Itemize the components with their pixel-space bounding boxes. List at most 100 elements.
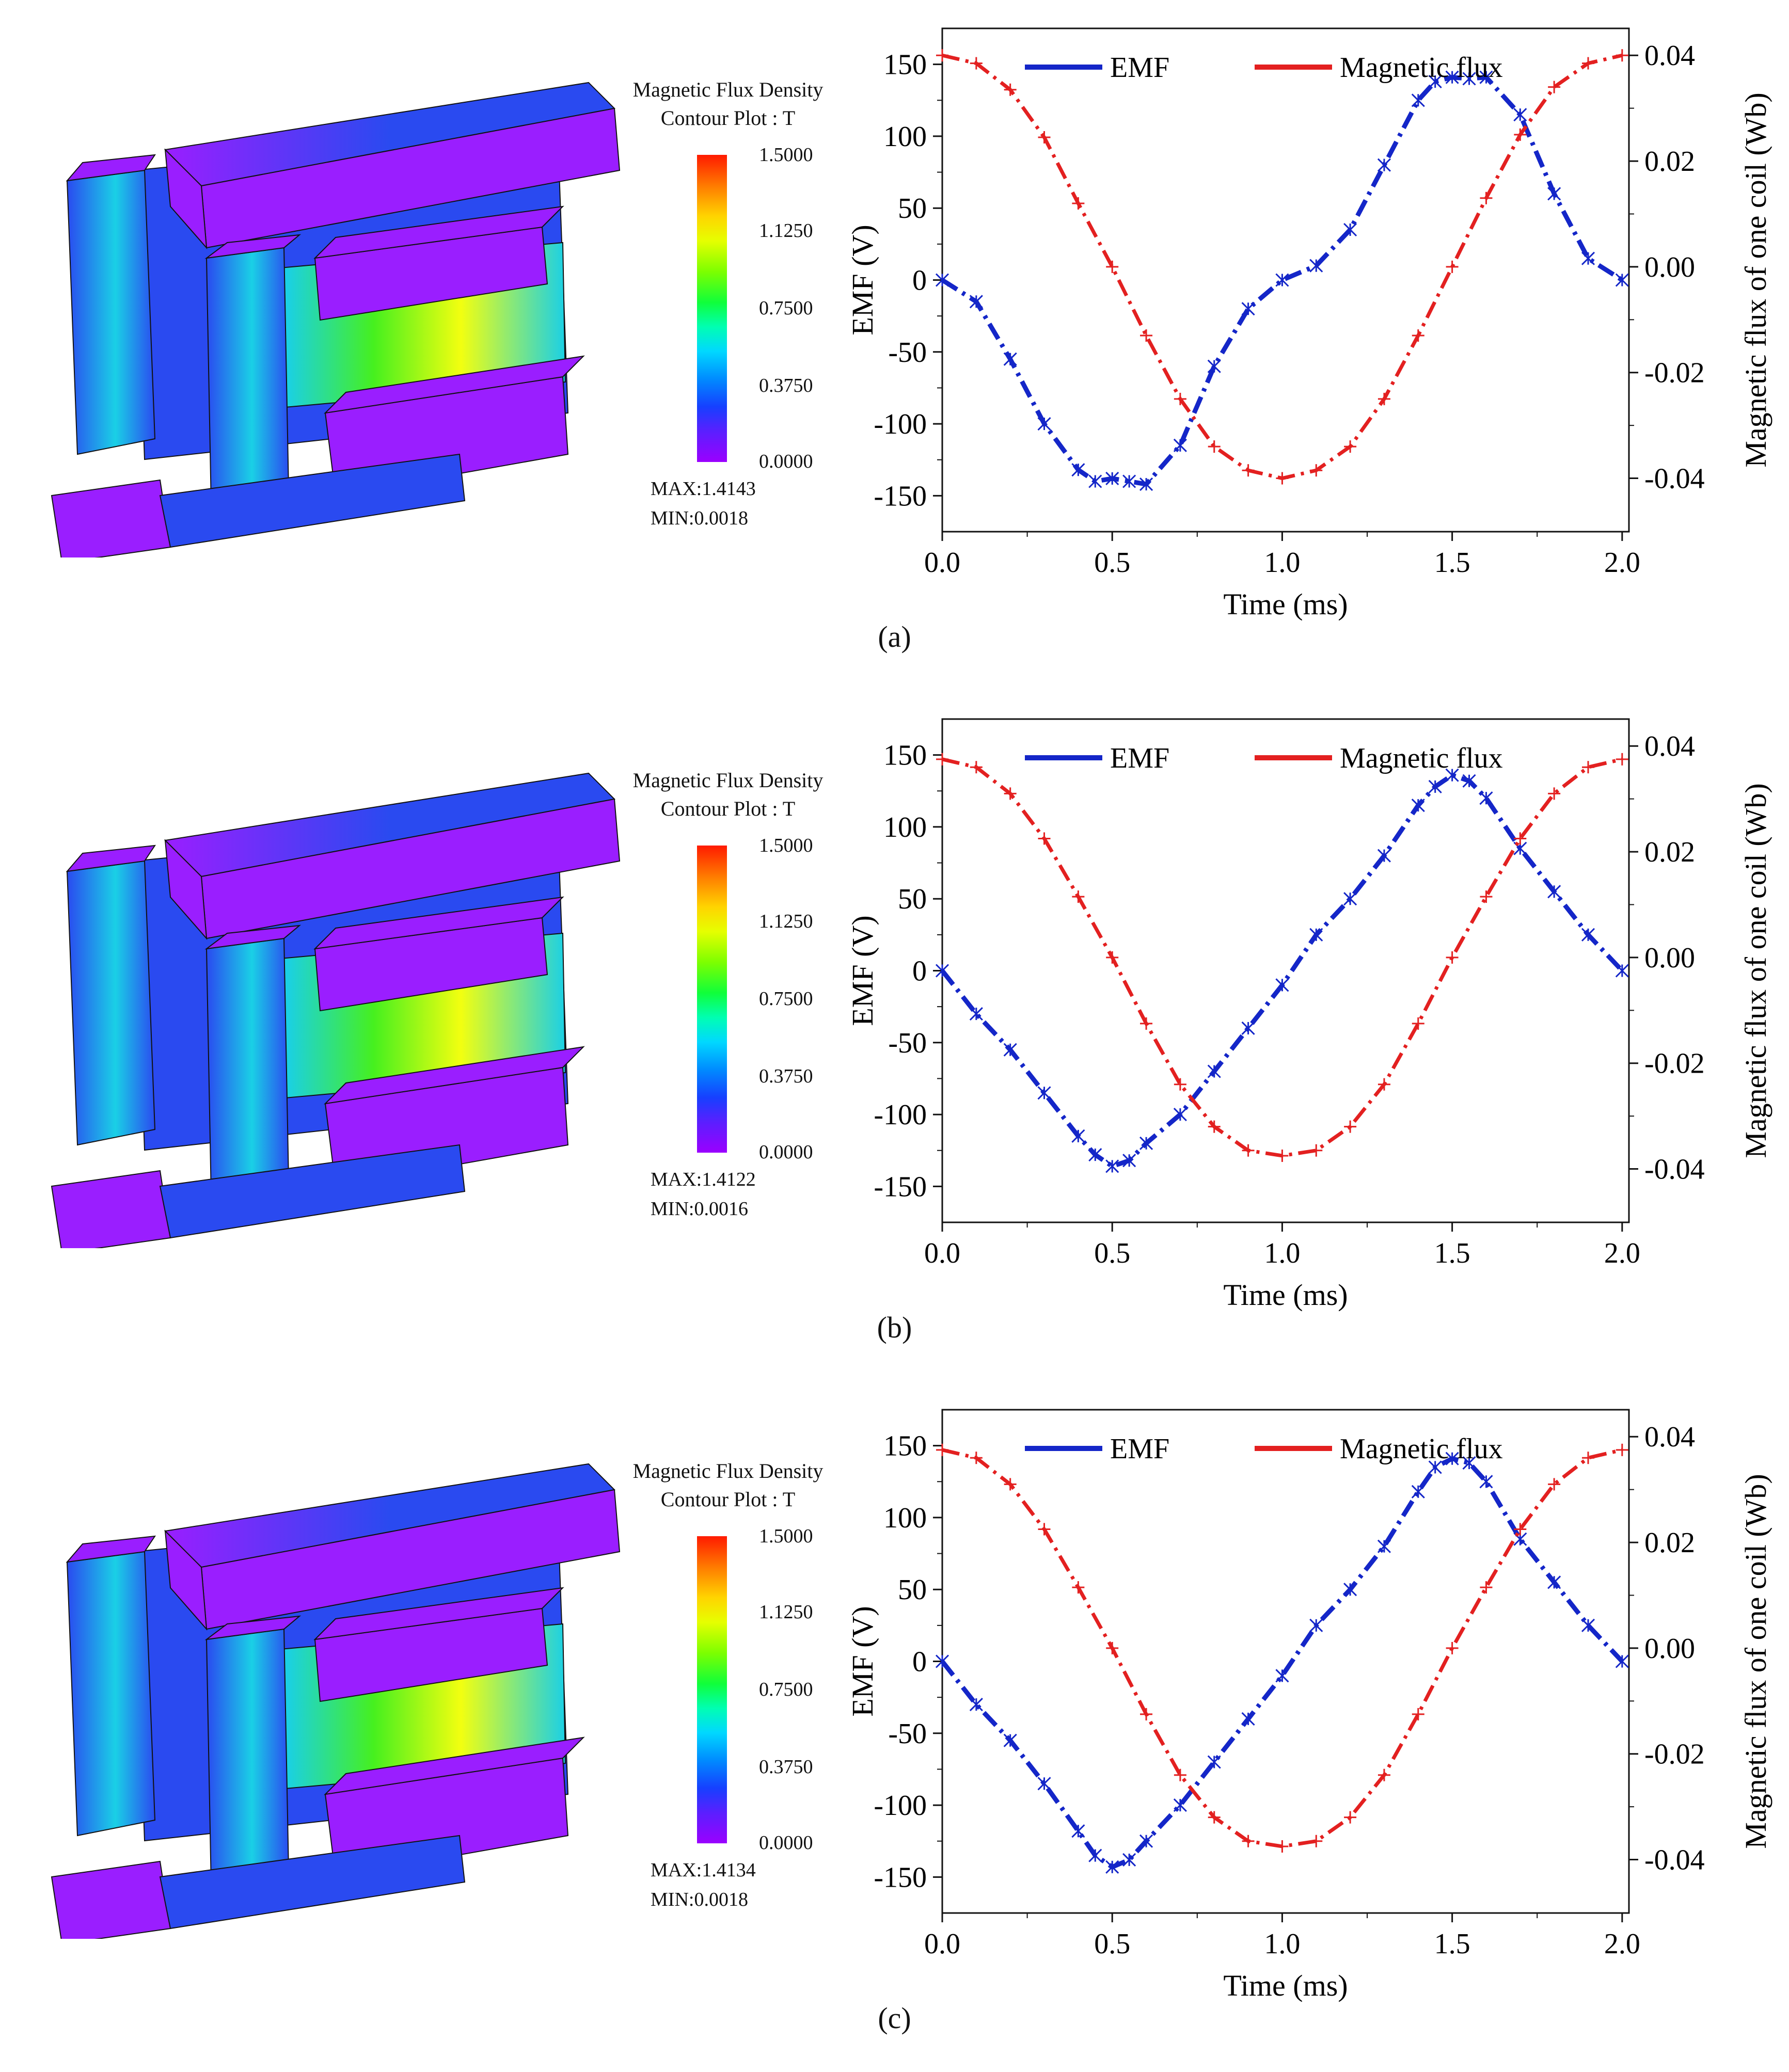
flux-point — [1072, 1581, 1085, 1594]
emf-point — [1547, 1575, 1561, 1589]
emf-point — [1122, 1154, 1136, 1168]
emf-point — [1037, 417, 1051, 431]
flux-point — [1412, 1708, 1424, 1720]
flux-point — [1038, 131, 1051, 144]
emf-point — [1411, 93, 1425, 107]
colorbar-tick: 1.5000 — [759, 144, 813, 166]
legend-label: Magnetic flux — [1340, 52, 1503, 84]
lower-magnet-top — [324, 355, 585, 414]
emf-point — [1462, 774, 1476, 788]
flux-point — [1242, 1835, 1255, 1847]
top-bar-side — [164, 839, 208, 940]
bottom-plate — [51, 1860, 171, 1939]
emf-point — [1479, 70, 1493, 84]
x-tick-label: 2.0 — [1604, 1928, 1640, 1960]
flux-point — [970, 57, 983, 70]
flux-point — [1412, 329, 1424, 342]
flux-point — [1004, 1478, 1017, 1491]
flux-point — [1344, 440, 1357, 453]
emf-point — [935, 273, 949, 287]
emf-point — [1173, 1798, 1187, 1812]
y2-tick-label: 0.02 — [1644, 1527, 1695, 1559]
colorbar-tick: 0.3750 — [759, 1756, 813, 1778]
colorbar-tick: 0.7500 — [759, 1679, 813, 1700]
flux-point — [1581, 57, 1594, 70]
flux-point — [1072, 890, 1085, 903]
colorbar — [697, 846, 727, 1153]
figure-panel-c: Magnetic Flux Density Contour Plot : T 1… — [0, 1381, 1789, 2072]
bottom-plate — [51, 1170, 171, 1248]
flux-point — [1344, 1811, 1357, 1824]
flux-point — [1106, 260, 1119, 273]
upper-magnet-top — [313, 896, 564, 950]
colorbar-legend: Magnetic Flux Density Contour Plot : T 1… — [609, 768, 847, 1233]
emf-point — [1003, 352, 1017, 366]
flux-point — [1106, 951, 1119, 964]
emf-point — [935, 1654, 949, 1668]
y-tick-label: -50 — [888, 337, 927, 369]
y2-tick-label: 0.04 — [1644, 40, 1695, 72]
flux-point — [1480, 192, 1493, 204]
legend-min: MIN:0.0018 — [651, 507, 748, 529]
emf-point — [1275, 978, 1289, 992]
left-yoke — [66, 1551, 156, 1837]
emf-point — [1445, 1452, 1459, 1465]
legend-title-line2: Contour Plot : T — [660, 797, 796, 820]
x-tick-label: 2.0 — [1604, 1237, 1640, 1269]
emf-point — [1122, 474, 1136, 488]
upper-magnet-top — [313, 205, 564, 259]
y-tick-label: 100 — [883, 1502, 927, 1534]
y2-tick-label: -0.02 — [1644, 1048, 1705, 1080]
x-tick-label: 1.5 — [1434, 1928, 1470, 1960]
y-tick-label: 0 — [912, 1646, 927, 1678]
emf-point — [1241, 302, 1255, 316]
center-post-top — [204, 925, 302, 950]
y2-tick-label: 0.02 — [1644, 836, 1695, 868]
magnetic-model-3d — [51, 1463, 621, 1939]
emf-point — [1105, 1860, 1119, 1874]
emf-point — [1428, 75, 1442, 89]
colorbar-legend: Magnetic Flux Density Contour Plot : T 1… — [609, 77, 847, 542]
emf-point — [1088, 474, 1102, 488]
emf-point — [1275, 1669, 1289, 1683]
y-tick-label: 50 — [898, 193, 927, 225]
emf-point — [969, 1007, 983, 1021]
legend-label: EMF — [1110, 1433, 1169, 1465]
left-yoke-top — [66, 154, 156, 182]
emf-flux-chart: 0.0 0.5 1.0 1.5 2.0 150 100 50 0 -50 -100 -150 0.04 0… — [846, 718, 1772, 1312]
legend-flux: Magnetic flux — [1255, 742, 1503, 774]
legend-max: MAX:1.4134 — [651, 1859, 756, 1881]
colorbar-tick: 0.7500 — [759, 297, 813, 319]
center-post-top — [204, 234, 302, 259]
flux-point — [1310, 1144, 1323, 1157]
legend-max: MAX:1.4122 — [651, 1169, 756, 1190]
y2-axis-label: Magnetic flux of one coil (Wb) — [1739, 783, 1772, 1158]
y-tick-label: 150 — [883, 1430, 927, 1462]
y2-tick-label: -0.04 — [1644, 463, 1705, 495]
flux-point — [1072, 197, 1085, 210]
y-tick-label: -100 — [874, 1099, 927, 1131]
bottom-bar — [159, 1144, 466, 1239]
flux-point — [1174, 1768, 1186, 1781]
emf-point — [1581, 928, 1595, 942]
emf-point — [1377, 1539, 1391, 1553]
emf-point — [1122, 1853, 1136, 1867]
x-axis-label: Time (ms) — [1223, 1969, 1348, 2002]
emf-point — [1275, 273, 1289, 287]
flux-point — [1276, 1149, 1289, 1162]
y-tick-label: 50 — [898, 883, 927, 915]
y2-axis-label: Magnetic flux of one coil (Wb) — [1739, 92, 1772, 467]
x-tick-label: 0.5 — [1094, 1928, 1130, 1960]
colorbar-tick: 1.1250 — [759, 911, 813, 932]
emf-point — [1615, 1654, 1629, 1668]
emf-point — [969, 295, 983, 309]
flux-point — [936, 1443, 948, 1456]
flux-point — [1446, 260, 1459, 273]
bottom-plate — [51, 479, 171, 557]
panel-caption: (c) — [878, 2001, 911, 2035]
y-tick-label: 150 — [883, 49, 927, 81]
emf-point — [1428, 1460, 1442, 1474]
emf-point — [1411, 1485, 1425, 1499]
y2-tick-label: 0.00 — [1644, 942, 1695, 974]
colorbar-tick: 0.0000 — [759, 1832, 813, 1854]
